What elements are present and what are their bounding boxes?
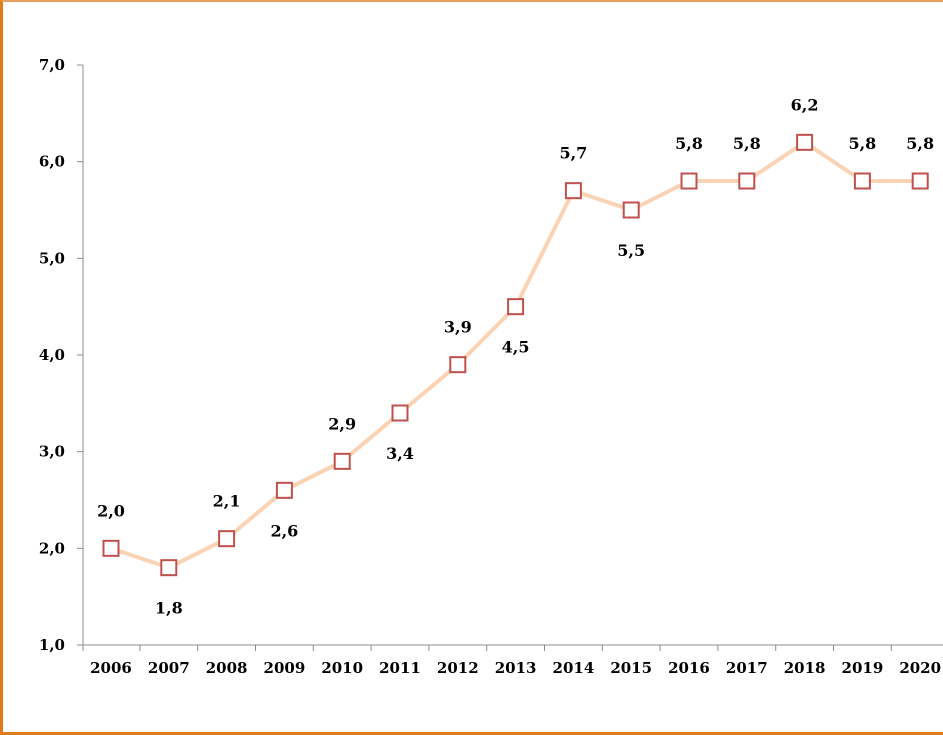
- data-point-marker: [449, 356, 467, 374]
- data-point-marker: [275, 481, 293, 499]
- data-label: 5,8: [848, 134, 876, 153]
- data-point-marker: [796, 133, 814, 151]
- x-tick-label: 2012: [437, 659, 479, 677]
- data-label: 3,9: [444, 318, 472, 337]
- x-tick-label: 2017: [726, 659, 768, 677]
- x-tick-label: 2020: [899, 659, 941, 677]
- x-tick-label: 2013: [495, 659, 537, 677]
- data-point-marker: [160, 559, 178, 577]
- series-markers: [102, 133, 929, 577]
- data-label: 2,9: [328, 414, 356, 433]
- x-tick-label: 2014: [553, 659, 595, 677]
- y-tick-label: 1,0: [39, 636, 65, 654]
- data-point-marker: [680, 172, 698, 190]
- x-tick-label: 2019: [842, 659, 884, 677]
- data-label: 3,4: [386, 444, 414, 463]
- data-label: 2,6: [270, 521, 298, 540]
- data-point-marker: [218, 530, 236, 548]
- x-tick-label: 2018: [784, 659, 826, 677]
- data-label: 5,7: [559, 144, 587, 163]
- data-point-marker: [911, 172, 929, 190]
- data-label: 4,5: [502, 338, 530, 357]
- data-label: 2,0: [97, 501, 125, 520]
- data-point-marker: [391, 404, 409, 422]
- data-point-marker: [738, 172, 756, 190]
- x-tick-label: 2015: [610, 659, 652, 677]
- data-point-marker: [853, 172, 871, 190]
- y-tick-label: 5,0: [39, 249, 65, 267]
- data-point-marker: [507, 298, 525, 316]
- data-label: 5,8: [733, 134, 761, 153]
- x-axis-ticks: 2006 2007 2008 2009 2010 2011 2012 2013 2014 2015…: [82, 645, 941, 677]
- data-point-marker: [102, 539, 120, 557]
- data-label: 2,1: [213, 492, 241, 511]
- data-point-marker: [564, 182, 582, 200]
- x-tick-label: 2007: [148, 659, 190, 677]
- y-tick-label: 4,0: [39, 346, 65, 364]
- x-tick-label: 2010: [321, 659, 363, 677]
- x-tick-label: 2011: [379, 659, 421, 677]
- data-label: 6,2: [791, 95, 819, 114]
- data-label: 5,8: [675, 134, 703, 153]
- data-point-marker: [622, 201, 640, 219]
- y-tick-label: 3,0: [39, 443, 65, 461]
- x-tick-label: 2009: [264, 659, 306, 677]
- data-label: 1,8: [155, 599, 183, 618]
- y-axis-ticks: 1,0 2,0 3,0 4,0 5,0 6,0 7,0: [39, 56, 83, 654]
- y-tick-label: 7,0: [39, 56, 65, 74]
- y-tick-label: 6,0: [39, 153, 65, 171]
- data-point-marker: [333, 452, 351, 470]
- x-tick-label: 2016: [668, 659, 710, 677]
- x-tick-label: 2008: [206, 659, 248, 677]
- data-label: 5,8: [906, 134, 934, 153]
- data-labels: 2,0 1,8 2,1 2,6 2,9 3,4 3,9 4,5 5,7 5,5 5,8 5,8 6,2 5…: [97, 95, 934, 617]
- x-tick-label: 2006: [90, 659, 132, 677]
- data-label: 5,5: [617, 241, 645, 260]
- y-tick-label: 2,0: [39, 539, 65, 557]
